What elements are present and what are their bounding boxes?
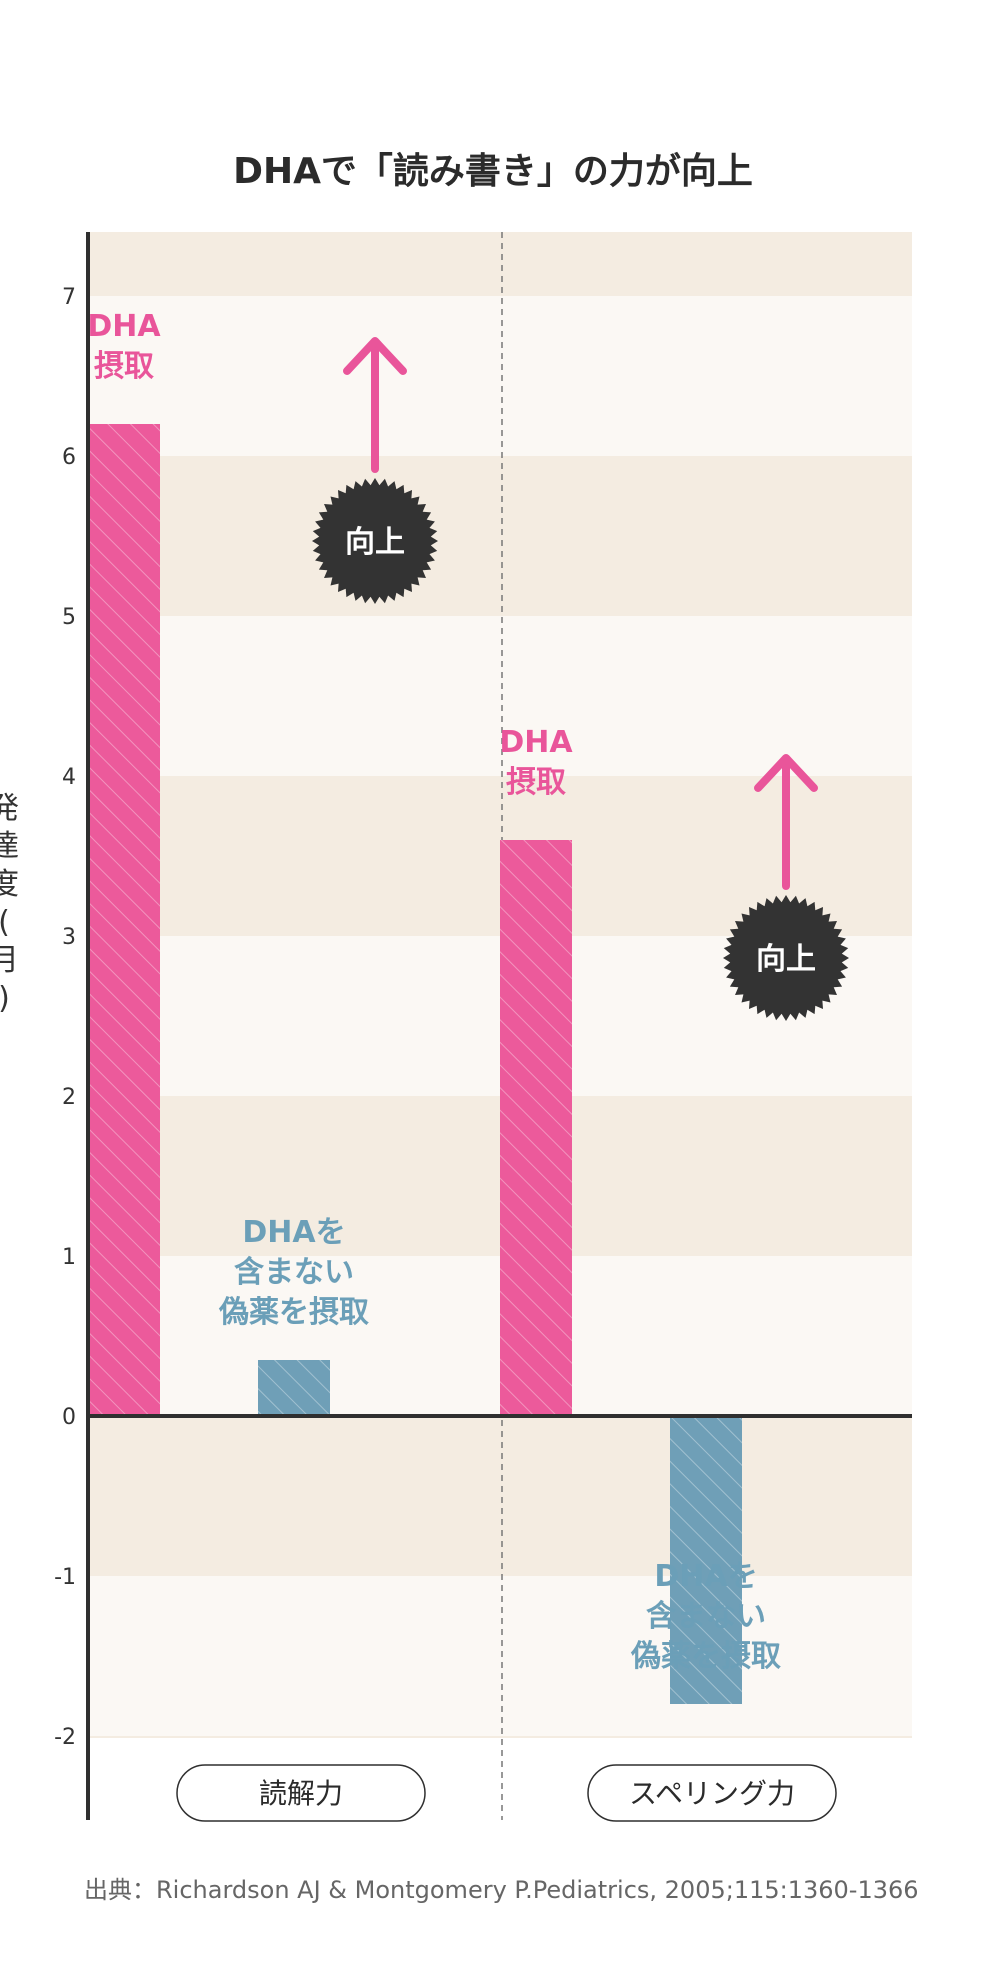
- y-tick-label: 1: [62, 1245, 76, 1270]
- y-tick-label: -2: [54, 1725, 76, 1750]
- background-band: [88, 1576, 912, 1736]
- y-tick-label: 6: [62, 445, 76, 470]
- label-dha: 摂取: [506, 765, 566, 800]
- label-placebo: DHAを: [654, 1559, 757, 1594]
- y-axis-label-char: 月: [0, 943, 19, 978]
- y-axis-label-char: ): [0, 981, 10, 1016]
- background-band: [88, 1736, 912, 1738]
- y-tick-label: 5: [62, 605, 76, 630]
- label-dha: DHA: [87, 309, 161, 344]
- bar-hatch: [88, 424, 160, 1416]
- bar-hatch: [500, 840, 572, 1416]
- background-band: [88, 1416, 912, 1576]
- badge-starburst: [312, 478, 438, 604]
- chart-title: DHAで「読み書き」の力が向上: [233, 151, 753, 192]
- y-tick-label: 2: [62, 1085, 76, 1110]
- y-tick-label: 4: [62, 765, 76, 790]
- category-label: 読解力: [259, 1777, 343, 1810]
- label-placebo: DHAを: [242, 1215, 345, 1250]
- label-dha: 摂取: [94, 349, 154, 384]
- up-arrow-head: [754, 754, 818, 792]
- bar-hatch: [258, 1360, 330, 1416]
- y-tick-label: 0: [62, 1405, 76, 1430]
- category-pill: [176, 1764, 426, 1822]
- background-band: [88, 616, 912, 776]
- label-placebo: 含まない: [234, 1255, 354, 1290]
- y-axis-label: 発達度(月): [0, 791, 19, 1016]
- category-pill: [587, 1764, 837, 1822]
- badge-text: 向上: [756, 942, 816, 977]
- background-band: [88, 232, 912, 296]
- up-arrow-head: [343, 337, 407, 375]
- background-band: [88, 296, 912, 456]
- label-dha: DHA: [499, 725, 573, 760]
- background-band: [88, 456, 912, 616]
- y-axis-label-char: 達: [0, 829, 19, 864]
- source-citation: 出典：Richardson AJ & Montgomery P.Pediatri…: [84, 1876, 919, 1904]
- badge-starburst: [723, 895, 849, 1021]
- y-axis-label-char: 発: [0, 791, 19, 826]
- y-axis-label-char: 度: [0, 867, 19, 902]
- y-tick-label: -1: [54, 1565, 76, 1590]
- bar-hatch: [670, 1416, 742, 1704]
- y-tick-label: 3: [62, 925, 76, 950]
- y-axis-label-char: (: [0, 905, 10, 940]
- label-placebo: 含まない: [646, 1599, 766, 1634]
- label-placebo: 偽薬を摂取: [630, 1639, 781, 1674]
- category-label: スペリング力: [629, 1777, 795, 1810]
- badge-text: 向上: [345, 525, 405, 560]
- y-tick-label: 7: [62, 285, 76, 310]
- label-placebo: 偽薬を摂取: [218, 1295, 369, 1330]
